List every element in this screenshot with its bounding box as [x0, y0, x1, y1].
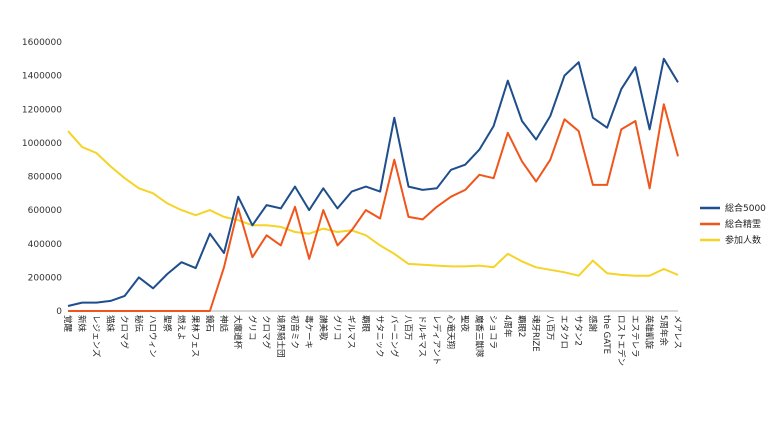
x-tick-label: サタン2 — [573, 315, 583, 346]
y-tick-label: 1000000 — [22, 139, 62, 149]
x-tick-label: レジェンズ — [90, 315, 101, 358]
x-tick-label: 猫妹 — [105, 315, 116, 333]
x-tick-label: 境界騎士団 — [275, 315, 286, 358]
legend-label: 参加人数 — [725, 234, 761, 246]
y-tick-label: 200000 — [28, 273, 63, 283]
x-tick-label: 覇眼 — [360, 315, 370, 333]
x-tick-label: グリコ — [246, 315, 257, 341]
x-tick-label: クロマグ — [261, 315, 272, 350]
x-tick-label: 八百万 — [544, 315, 554, 341]
x-tick-label: 覇眼2 — [516, 315, 526, 337]
x-tick-label: メアレス — [672, 315, 682, 349]
x-tick-label: 神話 — [218, 315, 229, 333]
y-tick-label: 1400000 — [22, 72, 62, 82]
x-tick-label: ドルキマス — [417, 315, 427, 358]
x-tick-label: 心竜天翔 — [445, 315, 456, 349]
y-tick-label: 0 — [56, 307, 62, 317]
x-tick-label: 讃美歌 — [317, 315, 328, 341]
x-tick-label: バーニング — [388, 315, 399, 358]
x-tick-label: 5周年余 — [658, 315, 669, 346]
y-tick-label: 1200000 — [22, 105, 62, 115]
y-tick-label: 600000 — [28, 206, 63, 216]
x-tick-label: 感謝 — [587, 315, 598, 333]
x-tick-label: 毒ケーキ — [303, 315, 314, 349]
x-tick-label: サタニック — [374, 315, 384, 358]
legend-label: 総合5000 — [725, 202, 766, 214]
x-tick-label: レディアント — [431, 315, 442, 365]
series-line-1 — [68, 103, 679, 312]
series-lines — [67, 57, 679, 312]
y-axis-tick-labels: 0 200000 400000 600000 800000 1000000 1200000 1… — [22, 38, 62, 317]
y-tick-label: 400000 — [28, 240, 63, 250]
x-tick-label: 新妹 — [76, 315, 87, 333]
x-tick-label: エタクロ — [559, 315, 569, 349]
x-tick-label: 初音ミク — [289, 315, 300, 349]
x-tick-label: 燃えよ — [175, 315, 186, 341]
x-tick-label: 果林フェス — [190, 315, 201, 358]
x-tick-label: 覚醒 — [62, 315, 73, 333]
x-tick-label: 魔香三獣隊 — [473, 315, 484, 358]
y-tick-label: 800000 — [28, 173, 63, 183]
x-tick-label: 大魔道杯 — [232, 315, 243, 350]
legend-label: 総合精霊 — [725, 218, 761, 230]
series-line-2 — [67, 130, 679, 277]
x-tick-label: ハロウィン — [147, 315, 157, 358]
x-tick-label: 4周年 — [502, 315, 513, 338]
x-tick-label: ロストエデン — [615, 315, 626, 366]
x-tick-label: ギルマス — [346, 315, 356, 349]
x-tick-label: 魂牙RIZE — [530, 315, 541, 352]
x-tick-label: 聖祭 — [161, 315, 172, 333]
x-tick-label: 鏡石 — [204, 315, 215, 332]
x-tick-label: グリコ — [332, 315, 343, 341]
y-tick-label: 1600000 — [22, 38, 62, 48]
x-tick-label: 聖夜 — [459, 315, 470, 333]
x-tick-label: エステレラ — [629, 315, 639, 358]
x-tick-label: 秘伝 — [133, 315, 144, 333]
x-tick-label: the GATE — [601, 315, 611, 354]
x-tick-label: 英雄凱旋 — [644, 315, 655, 350]
series-line-0 — [67, 57, 679, 307]
x-tick-label: ショコラ — [488, 315, 498, 349]
x-tick-label: 八百万 — [402, 315, 412, 341]
x-tick-label: クロマグ — [119, 315, 130, 350]
x-axis-category-labels: 覚醒 新妹 レジェンズ 猫妹 クロマグ 秘伝 ハロウィン 聖祭 燃えよ 果林フェス 鏡石 神話 大魔道杯… — [62, 315, 682, 366]
